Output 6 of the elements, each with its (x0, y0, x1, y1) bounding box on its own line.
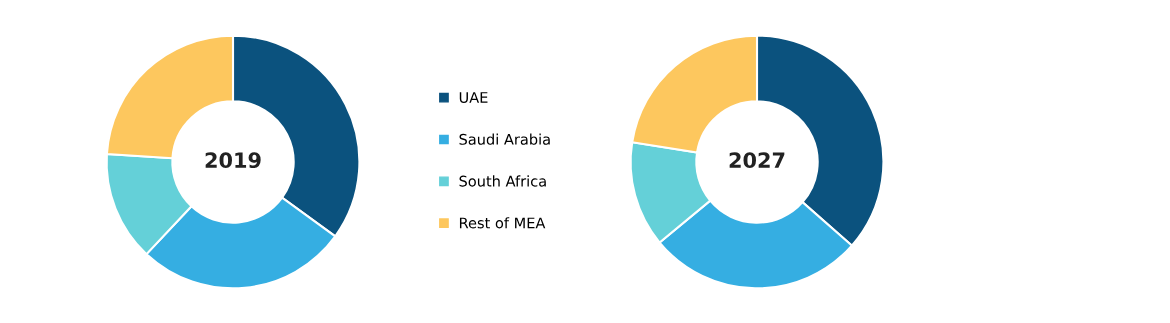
legend-label: South Africa (459, 175, 546, 187)
text: 2027 (729, 152, 785, 169)
legend-label: Saudi Arabia (459, 133, 550, 145)
legend-label: UAE (459, 92, 488, 103)
legend-label: Rest of MEA (459, 217, 546, 229)
text: 2019 (205, 152, 261, 169)
